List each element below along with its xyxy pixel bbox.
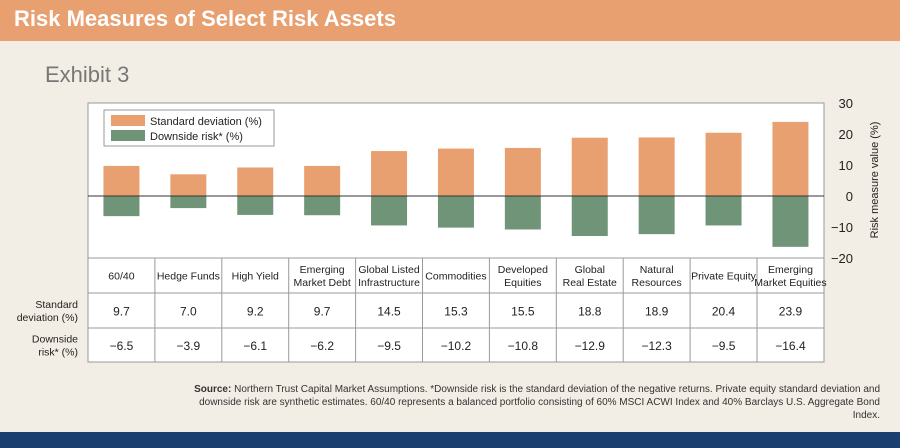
row-label-0-0: Standard — [35, 299, 78, 311]
bar-down-9 — [705, 196, 742, 226]
bar-down-8 — [638, 196, 675, 235]
bar-down-2 — [237, 196, 274, 215]
data-label-1-5: −10.2 — [441, 339, 472, 353]
category-label-5-0: Commodities — [425, 271, 486, 283]
data-label-0-3: 9.7 — [314, 305, 331, 319]
data-label-1-0: −6.5 — [110, 339, 134, 353]
category-label-4-1: Infrastructure — [358, 277, 420, 289]
bar-down-7 — [571, 196, 608, 236]
row-label-1-1: risk* (%) — [38, 347, 78, 359]
category-label-4-0: Global Listed — [358, 264, 419, 276]
category-label-3-0: Emerging — [300, 264, 345, 276]
source-lead: Source: — [194, 384, 232, 395]
bar-std-5 — [437, 148, 474, 196]
bar-down-0 — [103, 196, 140, 217]
legend-swatch-down — [111, 130, 145, 141]
category-label-10-1: Market Equities — [754, 277, 826, 289]
category-label-7-0: Global — [575, 264, 605, 276]
ytick-label-5: −20 — [831, 251, 853, 266]
data-label-0-6: 15.5 — [511, 305, 535, 319]
data-label-0-8: 18.9 — [645, 305, 669, 319]
data-label-1-8: −12.3 — [641, 339, 672, 353]
category-label-6-0: Developed — [498, 264, 548, 276]
bar-down-1 — [170, 196, 207, 209]
bar-down-6 — [504, 196, 541, 230]
data-label-1-6: −10.8 — [508, 339, 539, 353]
legend-swatch-std — [111, 115, 145, 126]
bar-std-4 — [371, 151, 408, 196]
bar-std-3 — [304, 165, 341, 196]
source-text: Northern Trust Capital Market Assumption… — [199, 384, 880, 421]
bar-std-2 — [237, 167, 274, 196]
data-label-1-10: −16.4 — [775, 339, 806, 353]
bar-std-6 — [504, 147, 541, 196]
category-label-9-0: Private Equity — [691, 271, 757, 283]
data-label-0-2: 9.2 — [247, 305, 264, 319]
legend-label-down: Downside risk* (%) — [150, 131, 243, 143]
bar-std-8 — [638, 137, 675, 196]
bar-down-4 — [371, 196, 408, 226]
row-label-0-1: deviation (%) — [17, 312, 78, 324]
ytick-label-2: 10 — [839, 158, 853, 173]
ytick-label-0: 30 — [839, 96, 853, 111]
category-label-8-1: Resources — [632, 277, 682, 289]
ytick-label-4: −10 — [831, 220, 853, 235]
data-label-0-7: 18.8 — [578, 305, 602, 319]
category-label-2-0: High Yield — [232, 271, 279, 283]
bar-std-7 — [571, 137, 608, 196]
bar-std-9 — [705, 132, 742, 196]
source-note: Source: Northern Trust Capital Market As… — [190, 383, 880, 422]
ytick-label-1: 20 — [839, 127, 853, 142]
bar-std-0 — [103, 165, 140, 196]
data-label-0-0: 9.7 — [113, 305, 130, 319]
risk-chart: Standard deviation (%) Downside risk* (%)… — [17, 96, 881, 363]
category-label-3-1: Market Debt — [294, 277, 351, 289]
row-label-1-0: Downside — [32, 334, 78, 346]
data-label-0-9: 20.4 — [712, 305, 736, 319]
category-label-10-0: Emerging — [768, 264, 813, 276]
header-bar: Risk Measures of Select Risk Assets — [0, 0, 900, 41]
data-label-0-5: 15.3 — [444, 305, 468, 319]
ytick-label-3: 0 — [846, 189, 853, 204]
category-label-8-0: Natural — [640, 264, 674, 276]
bar-down-3 — [304, 196, 341, 216]
data-label-1-9: −9.5 — [712, 339, 736, 353]
exhibit-label: Exhibit 3 — [45, 62, 130, 87]
data-label-0-4: 14.5 — [377, 305, 401, 319]
data-label-1-2: −6.1 — [243, 339, 267, 353]
bar-std-1 — [170, 174, 207, 196]
data-label-0-1: 7.0 — [180, 305, 197, 319]
data-label-1-7: −12.9 — [575, 339, 606, 353]
category-label-0-0: 60/40 — [108, 271, 134, 283]
bar-down-10 — [772, 196, 809, 247]
bar-down-5 — [437, 196, 474, 228]
category-label-1-0: Hedge Funds — [157, 271, 220, 283]
category-label-6-1: Equities — [504, 277, 541, 289]
data-label-0-10: 23.9 — [779, 305, 803, 319]
data-label-1-4: −9.5 — [377, 339, 401, 353]
y-axis-title: Risk measure value (%) — [869, 122, 881, 239]
legend-label-std: Standard deviation (%) — [150, 116, 262, 128]
data-label-1-3: −6.2 — [310, 339, 334, 353]
footer-bar — [0, 432, 900, 448]
data-label-1-1: −3.9 — [176, 339, 200, 353]
bar-std-10 — [772, 121, 809, 196]
category-label-7-1: Real Estate — [563, 277, 617, 289]
page-title: Risk Measures of Select Risk Assets — [14, 6, 396, 31]
